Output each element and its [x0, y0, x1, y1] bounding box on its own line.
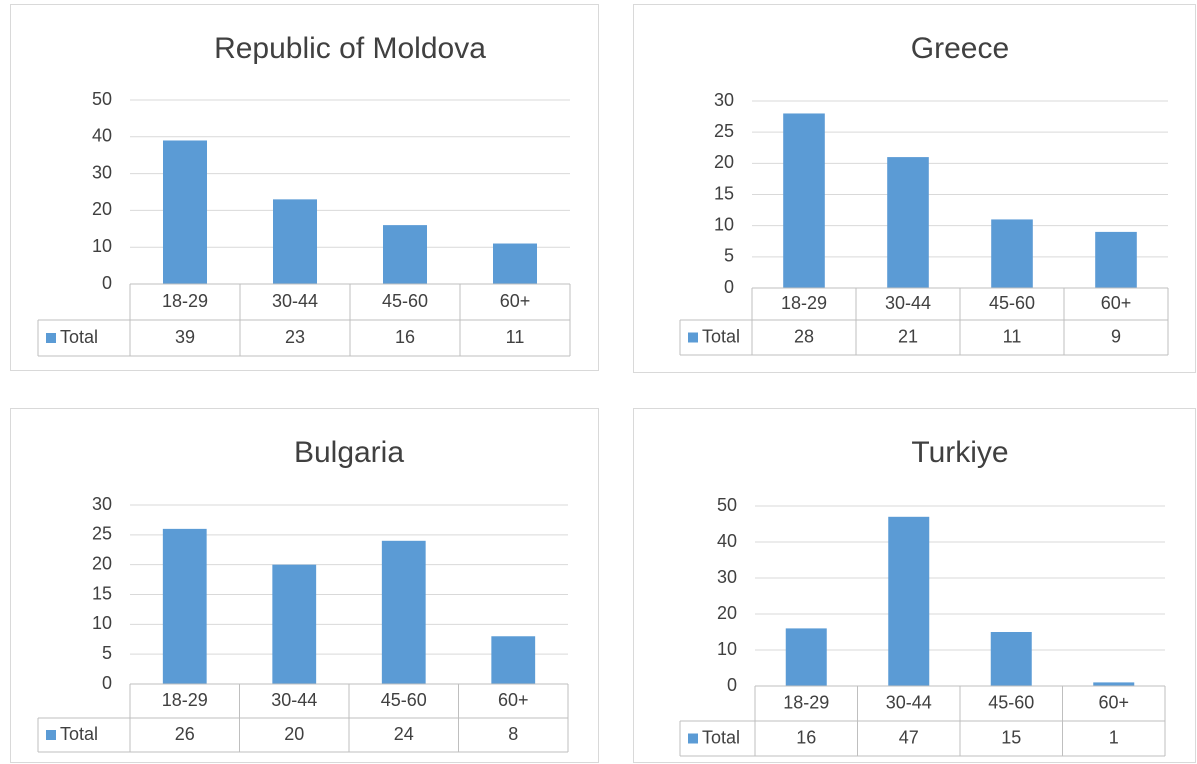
y-tick-label: 25: [714, 121, 734, 141]
x-tick-label: 30-44: [885, 293, 931, 313]
legend-key: [688, 332, 698, 343]
y-tick-label: 15: [714, 183, 734, 203]
y-tick-label: 50: [92, 89, 112, 109]
bar: [381, 540, 426, 684]
legend-key: [688, 733, 698, 744]
y-tick-label: 50: [717, 495, 737, 515]
legend-key: [46, 333, 56, 343]
y-tick-label: 40: [92, 126, 112, 146]
legend-label: Total: [702, 326, 740, 346]
x-tick-label: 45-60: [988, 692, 1034, 712]
x-tick-label: 45-60: [382, 291, 428, 311]
table-value: 23: [285, 327, 305, 347]
y-tick-label: 10: [92, 236, 112, 256]
y-tick-label: 15: [92, 583, 112, 603]
x-tick-label: 18-29: [783, 692, 829, 712]
legend-key: [46, 730, 56, 740]
bar: [783, 113, 825, 288]
bar: [991, 219, 1033, 288]
table-value: 16: [395, 327, 415, 347]
bar: [273, 199, 317, 284]
table-value: 26: [175, 724, 195, 744]
bar: [785, 628, 827, 686]
table-value: 1: [1109, 727, 1119, 747]
y-tick-label: 0: [727, 675, 737, 695]
y-tick-label: 10: [714, 214, 734, 234]
table-value: 9: [1111, 326, 1121, 346]
x-tick-label: 45-60: [989, 293, 1035, 313]
y-tick-label: 20: [92, 553, 112, 573]
y-tick-label: 5: [102, 643, 112, 663]
bar: [493, 243, 537, 284]
table-value: 20: [284, 724, 304, 744]
x-tick-label: 45-60: [381, 690, 427, 710]
x-tick-label: 60+: [498, 690, 529, 710]
x-tick-label: 60+: [1101, 293, 1132, 313]
y-tick-label: 20: [717, 603, 737, 623]
table-value: 21: [898, 326, 918, 346]
legend-label: Total: [702, 727, 740, 747]
y-tick-label: 40: [717, 531, 737, 551]
y-tick-label: 5: [724, 246, 734, 266]
chart-panel: [10, 4, 599, 371]
y-tick-label: 30: [714, 90, 734, 110]
y-tick-label: 0: [724, 277, 734, 297]
chart-title: Bulgaria: [294, 436, 404, 469]
bar: [1095, 231, 1137, 288]
x-tick-label: 30-44: [886, 692, 932, 712]
y-tick-label: 30: [717, 567, 737, 587]
bar: [990, 632, 1032, 686]
chart-title: Republic of Moldova: [214, 32, 486, 65]
bar: [1093, 682, 1135, 686]
table-value: 28: [794, 326, 814, 346]
legend-label: Total: [60, 724, 98, 744]
chart-title: Turkiye: [911, 436, 1008, 469]
x-tick-label: 30-44: [272, 291, 318, 311]
x-tick-label: 18-29: [781, 293, 827, 313]
legend-label: Total: [60, 327, 98, 347]
y-tick-label: 0: [102, 273, 112, 293]
y-tick-label: 0: [102, 673, 112, 693]
bar: [272, 564, 317, 684]
x-tick-label: 60+: [1098, 692, 1129, 712]
table-value: 47: [899, 727, 919, 747]
table-value: 16: [796, 727, 816, 747]
bar: [383, 225, 427, 284]
chart-title: Greece: [911, 32, 1009, 65]
table-value: 8: [508, 724, 518, 744]
bar: [162, 528, 207, 684]
y-tick-label: 10: [717, 639, 737, 659]
x-tick-label: 60+: [500, 291, 531, 311]
table-value: 15: [1001, 727, 1021, 747]
bar: [163, 140, 207, 284]
x-tick-label: 18-29: [162, 690, 208, 710]
table-value: 24: [394, 724, 414, 744]
x-tick-label: 18-29: [162, 291, 208, 311]
y-tick-label: 25: [92, 524, 112, 544]
y-tick-label: 10: [92, 613, 112, 633]
table-value: 39: [175, 327, 195, 347]
y-tick-label: 30: [92, 162, 112, 182]
y-tick-label: 20: [92, 199, 112, 219]
x-tick-label: 30-44: [271, 690, 317, 710]
bar: [491, 636, 536, 684]
y-tick-label: 20: [714, 152, 734, 172]
bar: [888, 516, 930, 686]
bar: [887, 157, 929, 288]
y-tick-label: 30: [92, 494, 112, 514]
table-value: 11: [506, 327, 525, 347]
table-value: 11: [1003, 326, 1022, 346]
